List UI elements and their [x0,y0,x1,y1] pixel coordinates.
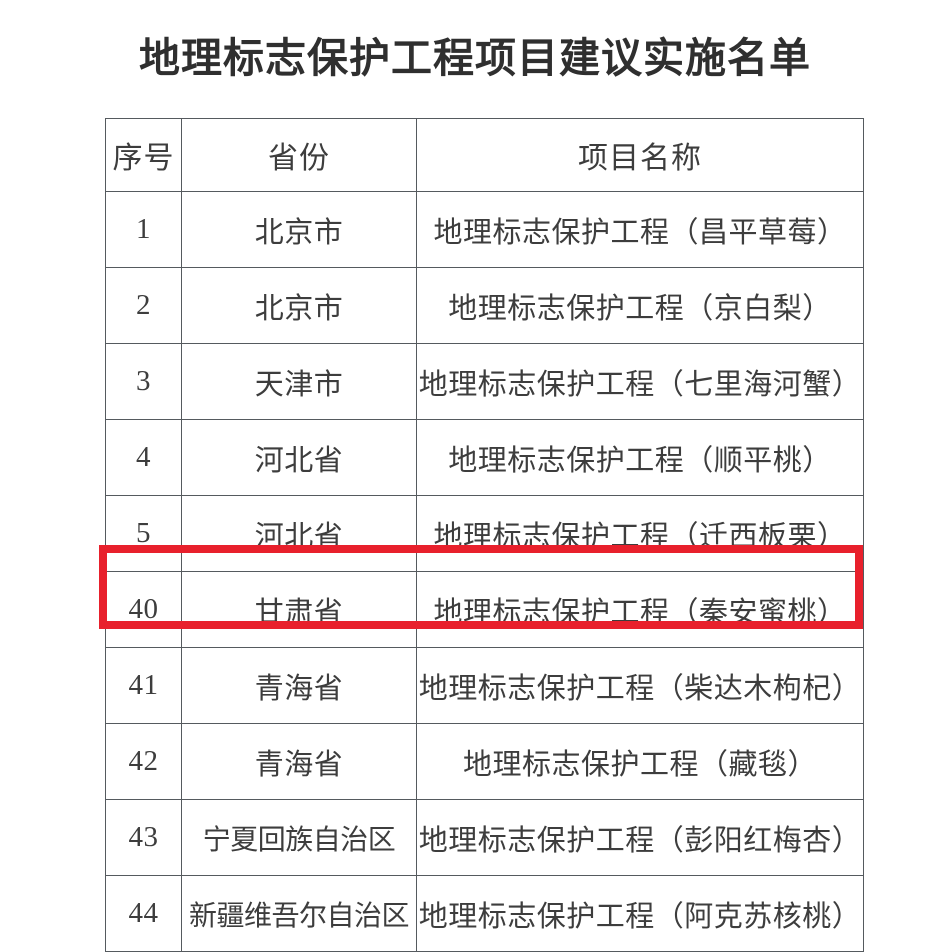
table-header: 序号 省份 项目名称 [105,118,864,192]
cell-serial-number: 4 [105,419,182,496]
cell-project-name: 地理标志保护工程（昌平草莓） [416,191,864,268]
cell-project-name: 地理标志保护工程（七里海河蟹） [416,343,864,420]
table-row: 5 河北省 地理标志保护工程（迁西板栗） [105,495,864,572]
column-header-province: 省份 [181,118,417,192]
cell-province: 北京市 [181,267,417,344]
cell-province: 河北省 [181,495,417,572]
cell-serial-number: 2 [105,267,182,344]
cell-project-name: 地理标志保护工程（迁西板栗） [416,495,864,572]
table-row: 3 天津市 地理标志保护工程（七里海河蟹） [105,343,864,420]
document-page: 地理标志保护工程项目建议实施名单 序号 省份 项目名称 1 北京市 地理标志保护工程… [99,35,864,952]
cell-serial-number: 41 [105,647,182,724]
cell-project-name: 地理标志保护工程（顺平桃） [416,419,864,496]
cell-province: 青海省 [181,723,417,800]
cell-project-name: 地理标志保护工程（藏毯） [416,723,864,800]
column-header-serial-number: 序号 [105,118,182,192]
cell-serial-number: 40 [105,571,182,648]
cell-province: 北京市 [181,191,417,268]
cell-province: 河北省 [181,419,417,496]
listing-table-container: 序号 省份 项目名称 1 北京市 地理标志保护工程（昌平草莓） 2 北京市 地理标志保护工… [105,118,864,952]
cell-serial-number: 42 [105,723,182,800]
cell-province: 青海省 [181,647,417,724]
table-row: 4 河北省 地理标志保护工程（顺平桃） [105,419,864,496]
table-row: 42 青海省 地理标志保护工程（藏毯） [105,723,864,800]
cell-serial-number: 5 [105,495,182,572]
cell-serial-number: 44 [105,875,182,952]
cell-serial-number: 3 [105,343,182,420]
cell-province: 天津市 [181,343,417,420]
table-header-row: 序号 省份 项目名称 [105,118,864,192]
cell-project-name: 地理标志保护工程（彭阳红梅杏） [416,799,864,876]
table-body: 1 北京市 地理标志保护工程（昌平草莓） 2 北京市 地理标志保护工程（京白梨） 3 天津市地… [105,191,864,952]
cell-project-name: 地理标志保护工程（京白梨） [416,267,864,344]
cell-province: 宁夏回族自治区 [181,799,417,876]
cell-project-name: 地理标志保护工程（柴达木枸杞） [416,647,864,724]
geographical-indication-listing-table: 序号 省份 项目名称 1 北京市 地理标志保护工程（昌平草莓） 2 北京市 地理标志保护工… [105,118,864,952]
cell-province: 甘肃省 [181,571,417,648]
table-row: 44 新疆维吾尔自治区 地理标志保护工程（阿克苏核桃） [105,875,864,952]
table-row: 2 北京市 地理标志保护工程（京白梨） [105,267,864,344]
cell-serial-number: 1 [105,191,182,268]
table-row: 1 北京市 地理标志保护工程（昌平草莓） [105,191,864,268]
cell-province: 新疆维吾尔自治区 [181,875,417,952]
table-row: 43 宁夏回族自治区 地理标志保护工程（彭阳红梅杏） [105,799,864,876]
column-header-project-name: 项目名称 [416,118,864,192]
table-row: 40 甘肃省 地理标志保护工程（秦安蜜桃） [105,571,864,648]
page-title: 地理标志保护工程项目建议实施名单 [139,35,811,81]
cell-project-name: 地理标志保护工程（秦安蜜桃） [416,571,864,648]
table-row: 41 青海省 地理标志保护工程（柴达木枸杞） [105,647,864,724]
cell-project-name: 地理标志保护工程（阿克苏核桃） [416,875,864,952]
cell-serial-number: 43 [105,799,182,876]
